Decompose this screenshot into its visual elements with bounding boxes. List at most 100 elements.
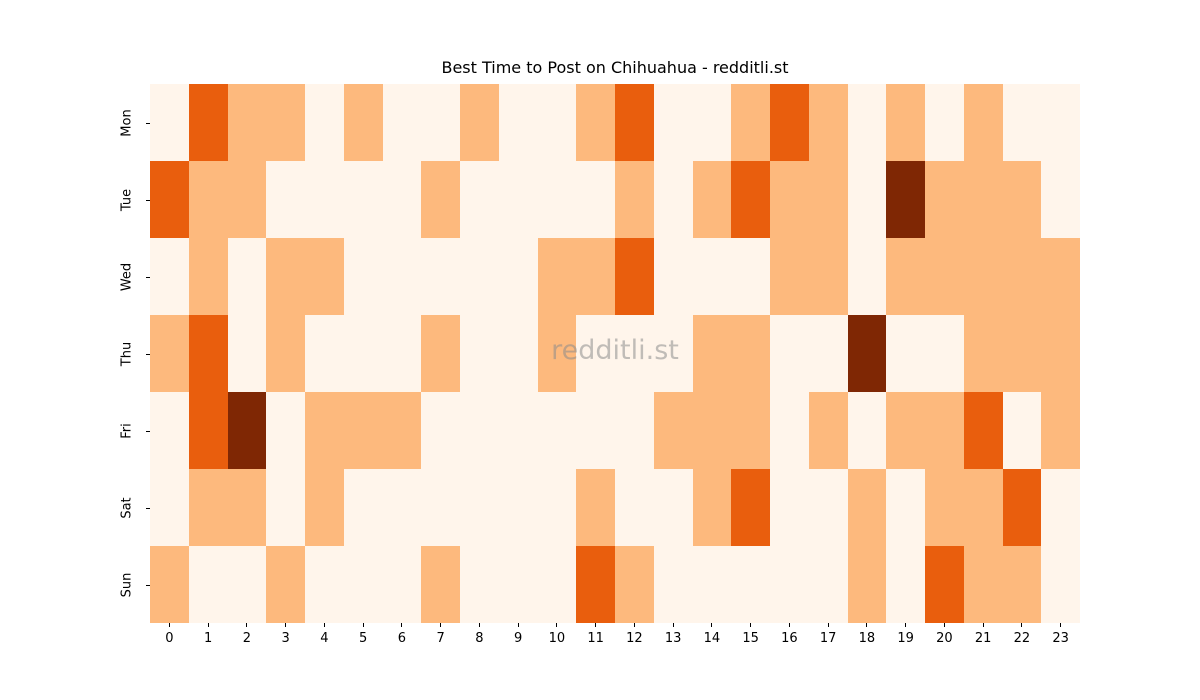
heatmap-cell	[305, 546, 344, 623]
heatmap-cell	[847, 392, 887, 469]
heatmap-cell	[421, 469, 460, 546]
x-tick-label: 16	[770, 623, 809, 646]
heatmap-cell	[1002, 392, 1042, 469]
heatmap-cell	[576, 238, 615, 315]
heatmap-cell	[460, 84, 499, 161]
heatmap-cell	[653, 392, 693, 469]
heatmap-cell	[1041, 469, 1080, 546]
heatmap-cell	[421, 546, 460, 623]
x-tick-label: 20	[925, 623, 964, 646]
heatmap-cell	[498, 161, 538, 238]
heatmap-cell	[615, 546, 654, 623]
y-tick-label: Sat	[112, 469, 150, 546]
y-tick-label: Mon	[112, 84, 150, 161]
heatmap-cell	[963, 84, 1003, 161]
heatmap-cell	[925, 469, 964, 546]
heatmap-cell	[188, 469, 228, 546]
heatmap-cell	[692, 161, 732, 238]
heatmap-cell	[227, 84, 267, 161]
heatmap-cell	[266, 546, 305, 623]
heatmap-cell	[731, 161, 770, 238]
heatmap-cell	[537, 546, 577, 623]
heatmap-cell	[343, 161, 383, 238]
heatmap-cell	[731, 392, 770, 469]
x-tick-label: 4	[305, 623, 344, 646]
heatmap-cell	[188, 546, 228, 623]
heatmap-cell	[460, 469, 499, 546]
heatmap-cell	[963, 469, 1003, 546]
heatmap-cell	[150, 392, 189, 469]
heatmap-cell	[576, 315, 615, 392]
heatmap-cell	[576, 469, 615, 546]
heatmap-cell	[1002, 84, 1042, 161]
heatmap-cell	[421, 315, 460, 392]
x-tick-label: 14	[693, 623, 732, 646]
y-tick-label: Tue	[112, 161, 150, 238]
heatmap-cell	[886, 315, 925, 392]
heatmap-cell	[266, 469, 305, 546]
heatmap-cell	[731, 84, 770, 161]
heatmap-cell	[576, 546, 615, 623]
heatmap-cell	[305, 392, 344, 469]
heatmap-cell	[188, 84, 228, 161]
heatmap-cell	[227, 392, 267, 469]
y-tick-label: Thu	[112, 315, 150, 392]
heatmap-cell	[808, 315, 848, 392]
heatmap-cell	[537, 315, 577, 392]
heatmap-cell	[305, 238, 344, 315]
heatmap-cell	[653, 315, 693, 392]
heatmap-cell	[1041, 315, 1080, 392]
heatmap-cell	[653, 161, 693, 238]
heatmap-cell	[266, 392, 305, 469]
heatmap-cell	[460, 546, 499, 623]
heatmap-cell	[188, 392, 228, 469]
heatmap-cell	[692, 392, 732, 469]
heatmap-cell	[150, 546, 189, 623]
heatmap-cell	[421, 392, 460, 469]
heatmap-cell	[382, 469, 422, 546]
heatmap-cell	[925, 546, 964, 623]
heatmap-cell	[266, 238, 305, 315]
heatmap-cell	[925, 238, 964, 315]
heatmap-cell	[886, 392, 925, 469]
heatmap-cell	[886, 238, 925, 315]
x-tick-label: 17	[809, 623, 848, 646]
heatmap-cell	[537, 161, 577, 238]
heatmap-cell	[498, 238, 538, 315]
heatmap-cell	[188, 315, 228, 392]
heatmap-cell	[537, 238, 577, 315]
x-tick-label: 12	[615, 623, 654, 646]
heatmap-cell	[886, 161, 925, 238]
heatmap-cell	[498, 84, 538, 161]
heatmap-cell	[692, 546, 732, 623]
heatmap-cell	[460, 315, 499, 392]
heatmap-cell	[227, 315, 267, 392]
heatmap-cell	[537, 84, 577, 161]
heatmap-cell	[847, 161, 887, 238]
heatmap-cell	[188, 161, 228, 238]
heatmap-cell	[498, 469, 538, 546]
heatmap-cell	[1041, 238, 1080, 315]
heatmap-cell	[343, 84, 383, 161]
heatmap-cell	[615, 161, 654, 238]
heatmap-cell	[382, 161, 422, 238]
x-tick-label: 11	[576, 623, 615, 646]
heatmap-cell	[343, 469, 383, 546]
x-tick-label: 0	[150, 623, 189, 646]
heatmap-cell	[808, 546, 848, 623]
heatmap-cell	[382, 238, 422, 315]
x-tick-label: 6	[383, 623, 422, 646]
heatmap-cell	[460, 161, 499, 238]
x-tick-label: 23	[1041, 623, 1080, 646]
heatmap-cell	[963, 161, 1003, 238]
heatmap-cell	[150, 161, 189, 238]
heatmap-cell	[227, 238, 267, 315]
x-tick-label: 9	[499, 623, 538, 646]
heatmap-cell	[615, 84, 654, 161]
heatmap-cell	[615, 238, 654, 315]
heatmap-cell	[808, 392, 848, 469]
heatmap-cell	[498, 392, 538, 469]
heatmap-cell	[305, 84, 344, 161]
heatmap-cell	[808, 469, 848, 546]
heatmap-cell	[1002, 161, 1042, 238]
